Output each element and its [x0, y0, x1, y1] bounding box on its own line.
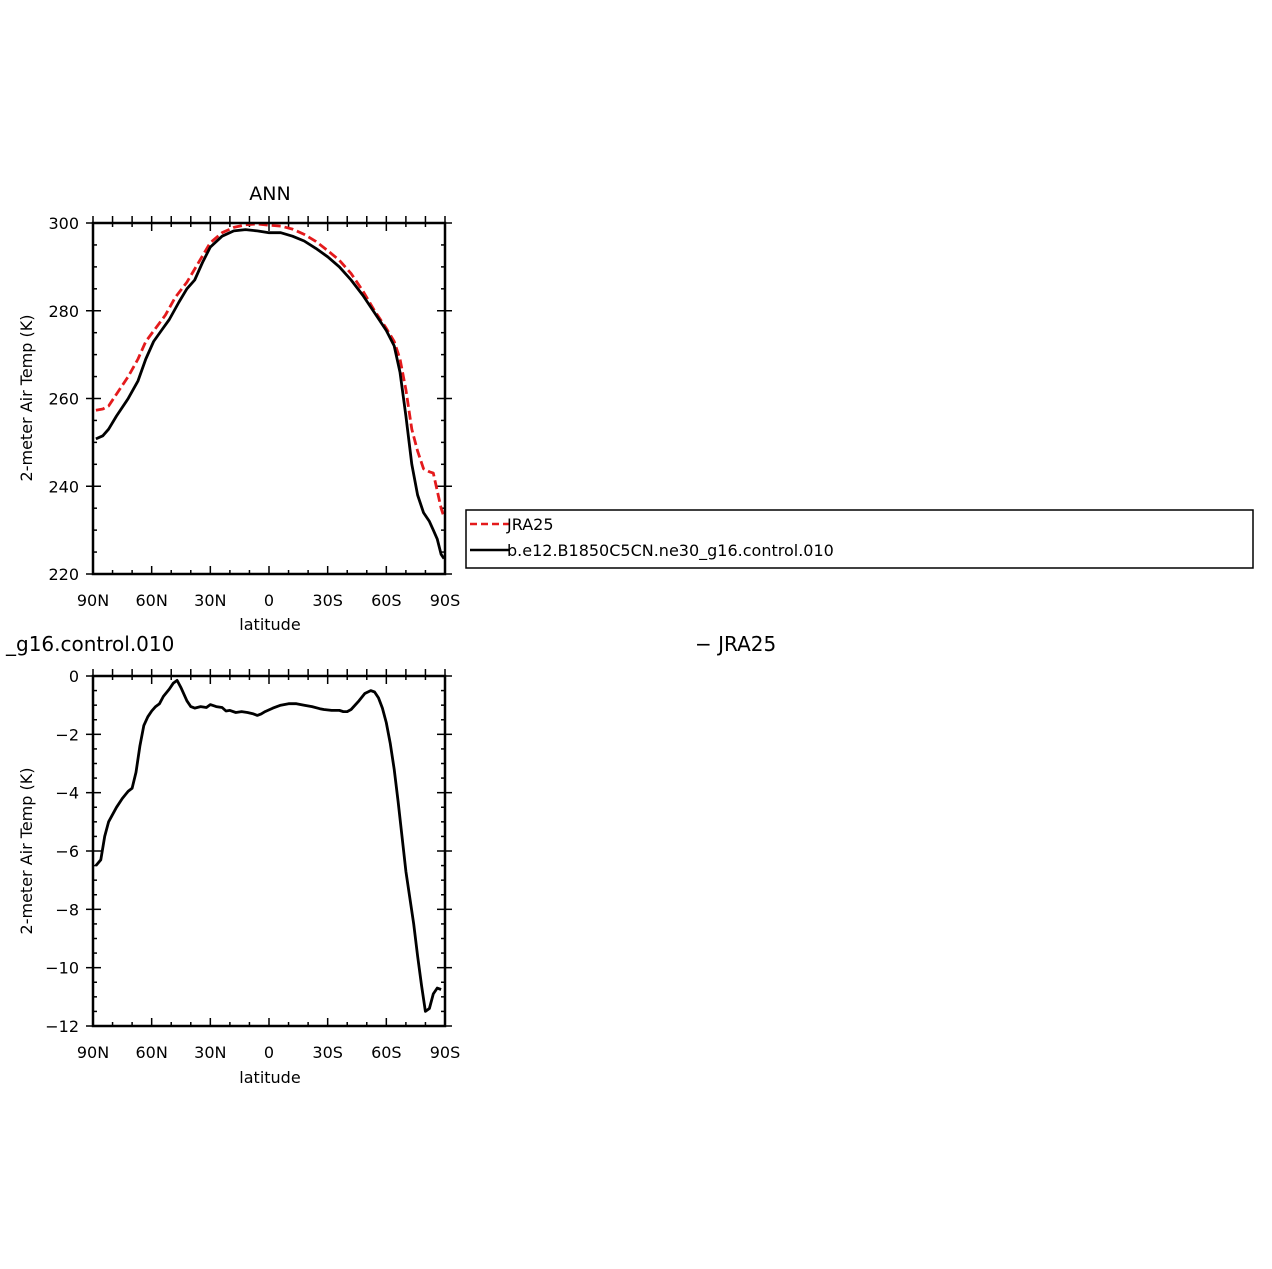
legend-label-control: b.e12.B1850C5CN.ne30_g16.control.010 [507, 541, 834, 561]
y-tick-label: 260 [48, 390, 79, 409]
series-line-0 [94, 679, 442, 1013]
top-plot-title: ANN [249, 183, 290, 205]
bottom-y-axis-title: 2-meter Air Temp (K) [17, 768, 36, 935]
top-series [95, 222, 446, 560]
x-tick-label: 60S [371, 591, 402, 610]
legend-box [465, 509, 1254, 569]
top-ticks [86, 216, 452, 575]
bottom-ticks [86, 669, 452, 1027]
legend: JRA25 b.e12.B1850C5CN.ne30_g16.control.0… [465, 509, 1254, 569]
y-tick-label: 300 [48, 214, 79, 233]
y-tick-label: −12 [45, 1017, 79, 1036]
y-tick-label: 0 [69, 667, 79, 686]
x-tick-label: 60N [136, 591, 168, 610]
x-tick-label: 90N [77, 591, 109, 610]
x-tick-label: 0 [264, 1043, 274, 1062]
x-tick-label: 90S [430, 591, 461, 610]
y-tick-label: −2 [55, 725, 79, 744]
top-x-axis-title: latitude [239, 615, 300, 634]
x-tick-label: 30S [312, 1043, 343, 1062]
legend-label-jra25: JRA25 [506, 515, 554, 534]
top-y-axis-title: 2-meter Air Temp (K) [17, 315, 36, 482]
x-tick-label: 0 [264, 591, 274, 610]
x-tick-label: 30S [312, 591, 343, 610]
x-tick-label: 30N [194, 1043, 226, 1062]
x-tick-label: 90S [430, 1043, 461, 1062]
bottom-panel: 90N 60N 30N 0 30S 60S 90S 0 −2 −4 −6 −8 −10 −12 latit… [17, 667, 460, 1087]
x-tick-label: 60S [371, 1043, 402, 1062]
y-tick-label: 220 [48, 565, 79, 584]
y-tick-label: −10 [45, 959, 79, 978]
top-panel: ANN 90N 60N 30N 0 30S 60S 90S 220 240 260 280 300 l… [17, 183, 460, 634]
x-tick-label: 90N [77, 1043, 109, 1062]
bottom-tick-labels: 90N 60N 30N 0 30S 60S 90S 0 −2 −4 −6 −8 −10 −12 [45, 667, 460, 1062]
y-tick-label: −4 [55, 784, 79, 803]
y-tick-label: −6 [55, 842, 79, 861]
bottom-x-axis-title: latitude [239, 1068, 300, 1087]
top-plot-frame [91, 221, 447, 576]
y-tick-label: −8 [55, 900, 79, 919]
bottom-right-fragment-label: − JRA25 [695, 632, 776, 656]
series-line-0 [95, 222, 446, 518]
x-tick-label: 30N [194, 591, 226, 610]
y-tick-label: 240 [48, 477, 79, 496]
x-tick-label: 60N [136, 1043, 168, 1062]
bottom-left-fragment-label: _g16.control.010 [5, 632, 174, 656]
bottom-plot-frame [91, 674, 447, 1028]
series-line-1 [95, 228, 446, 560]
bottom-series [94, 679, 442, 1013]
y-tick-label: 280 [48, 302, 79, 321]
top-tick-labels: 90N 60N 30N 0 30S 60S 90S 220 240 260 280 300 [48, 214, 460, 610]
